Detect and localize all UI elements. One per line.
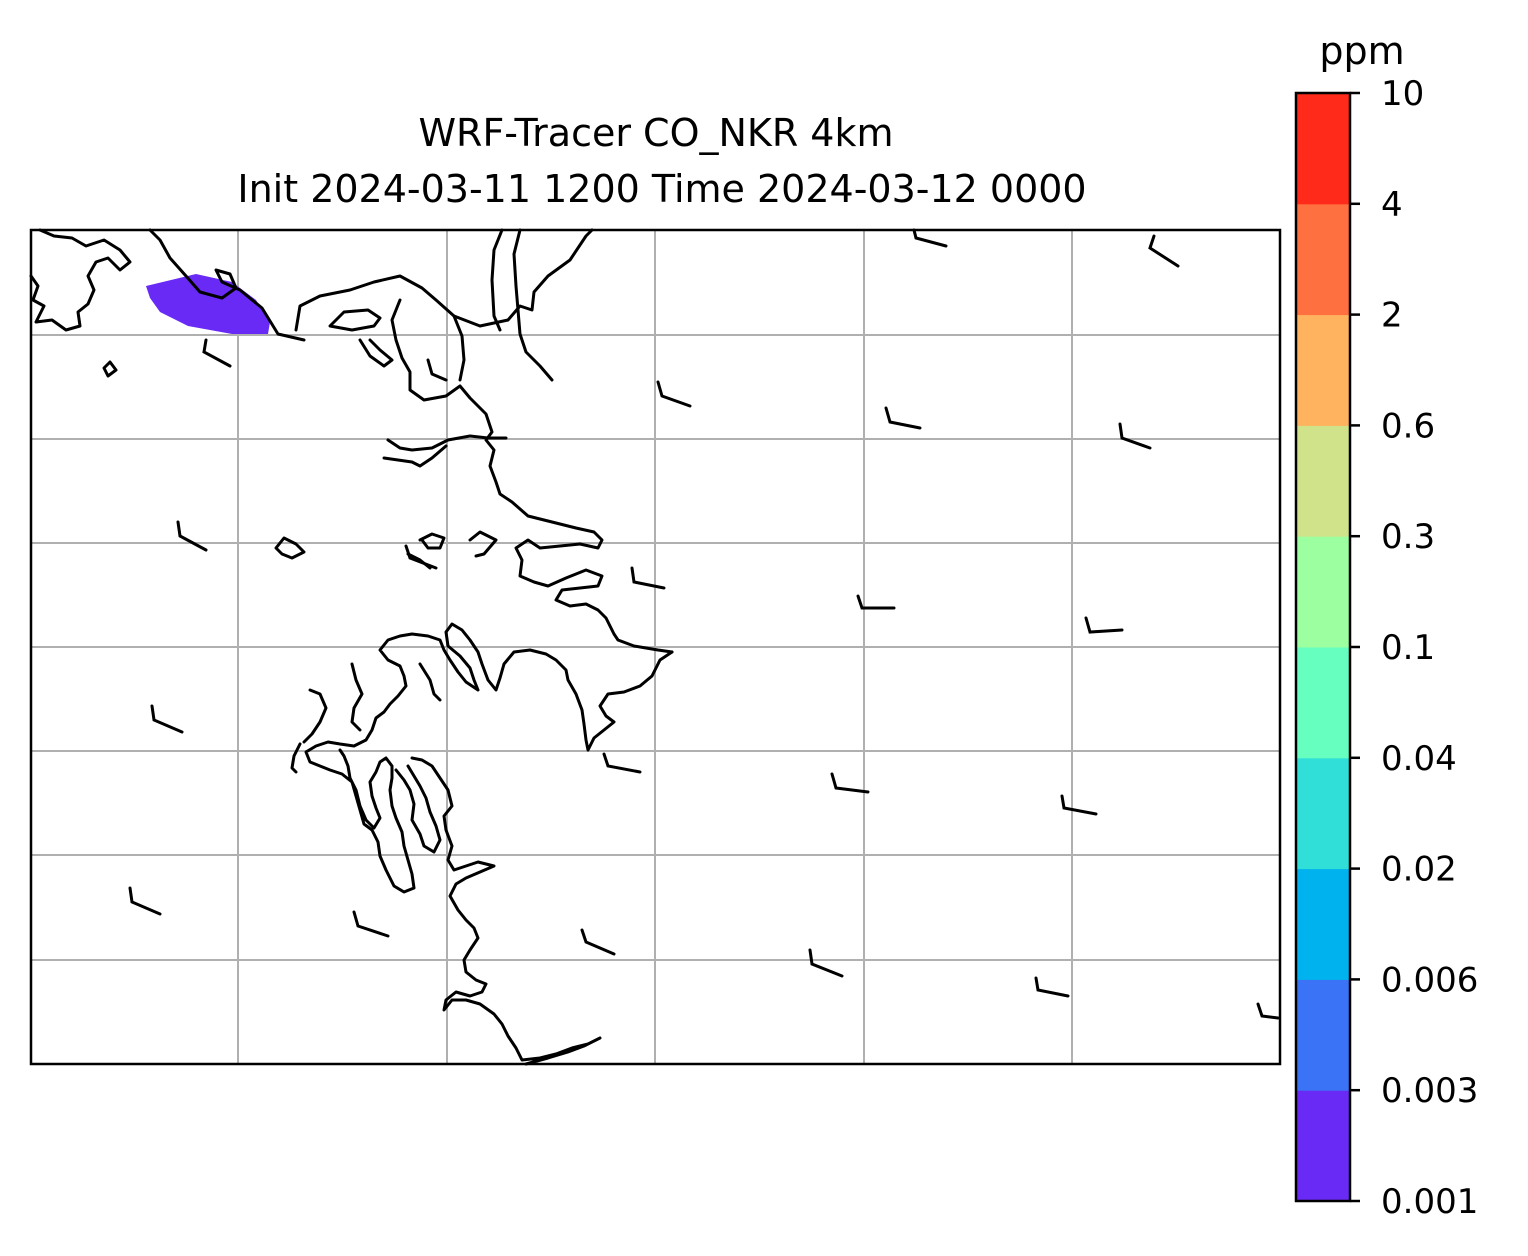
coastline-peninsula — [294, 228, 594, 332]
colorbar-tick-label: 0.6 — [1381, 406, 1435, 446]
map-panel — [29, 228, 1282, 1066]
coastline-islands-mid — [102, 360, 498, 570]
colorbar-segment — [1296, 314, 1350, 426]
coastline-south-fjord — [410, 756, 602, 1066]
wind-barb — [602, 752, 642, 774]
wind-barb — [1034, 976, 1070, 998]
coastline-north-inlet — [148, 228, 306, 342]
colorbar-tick-label: 0.001 — [1381, 1182, 1478, 1222]
colorbar-segment — [1296, 868, 1350, 980]
colorbar-segment — [1296, 425, 1350, 537]
colorbar-tick-label: 10 — [1381, 74, 1424, 114]
map-frame — [29, 228, 1282, 1066]
coastline-central-inlets — [358, 314, 508, 468]
colorbar-segment — [1296, 757, 1350, 870]
coastline-south-inlet — [394, 764, 442, 854]
wind-barb — [830, 772, 870, 794]
wind-barb — [1256, 1002, 1280, 1020]
colorbar-segment — [1296, 979, 1350, 1091]
colorbar-tick-label: 0.04 — [1381, 739, 1457, 779]
wind-barb — [580, 928, 616, 956]
wind-barb — [352, 910, 390, 938]
wind-barb — [1148, 234, 1180, 268]
wind-barb — [150, 704, 184, 734]
colorbar-tick-label: 0.1 — [1381, 628, 1435, 668]
colorbar-segment — [1296, 647, 1350, 759]
colorbar-tick-label: 0.02 — [1381, 850, 1457, 890]
wind-barb — [884, 406, 922, 430]
wind-barb — [404, 544, 438, 570]
coastline-southwest-arm — [290, 662, 442, 774]
coastline-central-upper — [390, 298, 674, 654]
colorbar-unit-label: ppm — [1319, 29, 1404, 73]
colorbar-tick-label: 4 — [1381, 185, 1403, 225]
coastline-inner-bay — [328, 308, 382, 332]
wind-barb — [856, 594, 896, 610]
wind-barb — [128, 886, 162, 916]
colorbar-tick-label: 0.003 — [1381, 1071, 1478, 1111]
coastline-fjord-east — [490, 228, 554, 382]
wind-barb — [176, 520, 208, 552]
plot-title-line1: WRF-Tracer CO_NKR 4km — [418, 111, 893, 155]
wind-barb — [808, 948, 844, 978]
wind-barb — [1118, 422, 1152, 450]
coastlines — [29, 228, 674, 1066]
wind-barb — [630, 566, 666, 590]
colorbar-segment — [1296, 536, 1350, 648]
coastline-northwest — [29, 228, 132, 332]
colorbar-segments — [1296, 93, 1350, 1202]
plot-title-line2: Init 2024-03-11 1200 Time 2024-03-12 000… — [237, 167, 1086, 211]
wind-barb — [1060, 794, 1098, 816]
colorbar-segment — [1296, 203, 1350, 316]
wind-barb — [202, 338, 232, 368]
colorbar-tick-label: 2 — [1381, 296, 1403, 336]
colorbar-segment — [1296, 1090, 1350, 1202]
colorbar-ticks: 0.001 0.003 0.006 0.02 0.04 0.1 0.3 0.6 2 4 10 — [1350, 74, 1478, 1222]
colorbar: 0.001 0.003 0.006 0.02 0.04 0.1 0.3 0.6 2 4 10 ppm — [1294, 29, 1478, 1222]
wind-barb — [1084, 616, 1124, 634]
wind-barb — [912, 228, 948, 248]
colorbar-tick-label: 0.006 — [1381, 960, 1478, 1000]
coastline-south-central — [304, 622, 674, 894]
colorbar-tick-label: 0.3 — [1381, 517, 1435, 557]
wind-barbs — [128, 228, 1280, 1020]
wind-barb — [656, 380, 692, 408]
colorbar-segment — [1296, 93, 1350, 205]
